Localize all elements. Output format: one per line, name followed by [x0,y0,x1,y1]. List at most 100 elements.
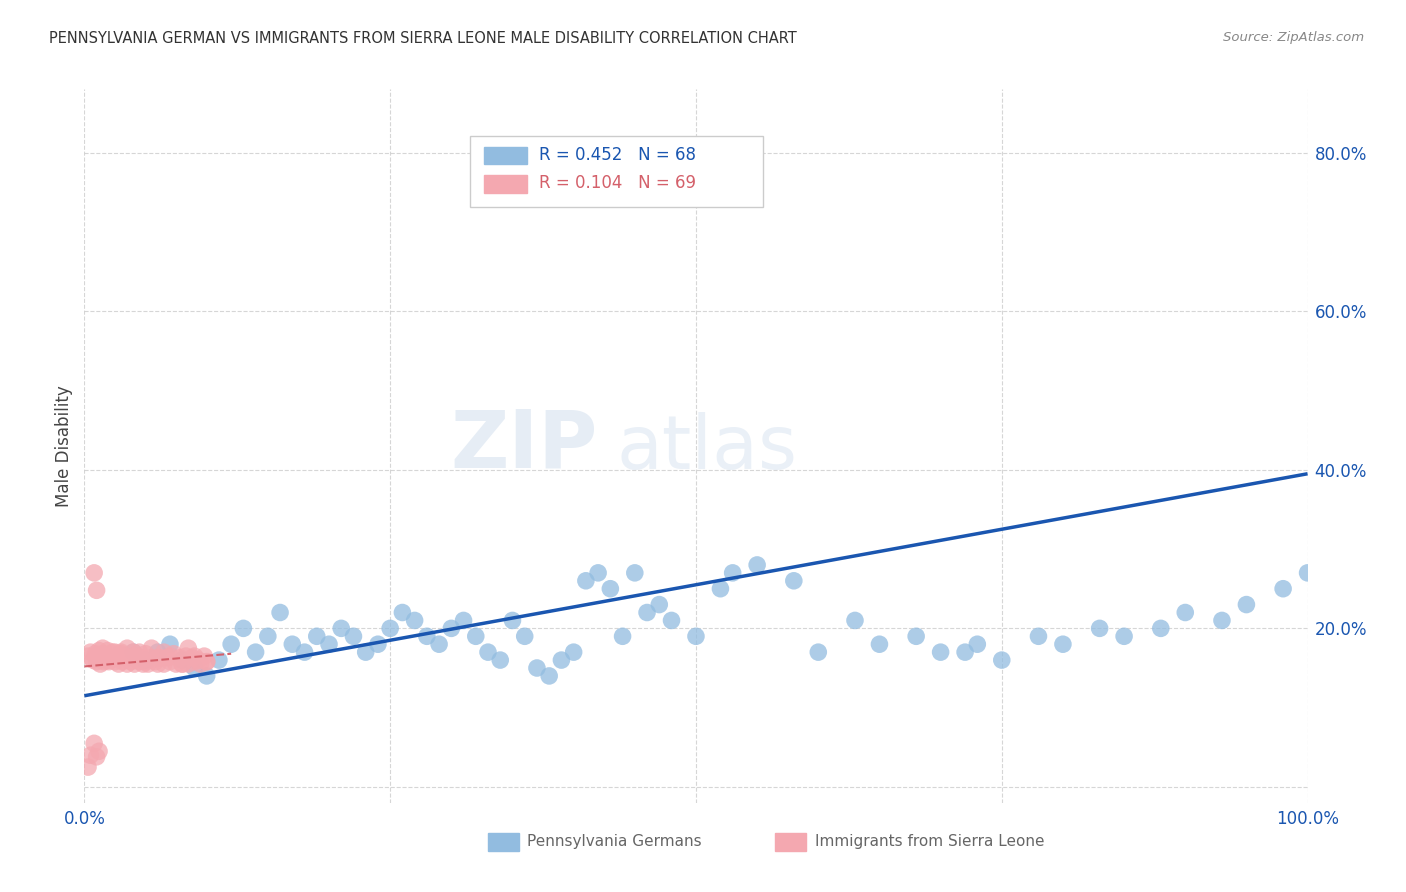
Point [87,650,110,665]
Point [129,650,152,665]
Point [195,655,218,669]
Point [648,598,671,612]
Point [172,657,194,671]
Point [526,661,548,675]
Point [89,657,111,671]
Point [305,629,328,643]
Point [159,655,181,669]
Point [146,645,169,659]
Point [122,649,145,664]
Point [93,655,115,669]
Point [342,629,364,643]
Point [135,653,157,667]
Point [128,655,150,669]
Point [661,614,683,628]
Point [77,649,100,664]
Point [183,661,205,675]
Point [807,645,830,659]
Point [354,645,377,659]
Point [966,637,988,651]
Point [550,653,572,667]
Point [91,641,114,656]
Point [294,645,316,659]
Point [190,657,212,671]
Point [97,643,120,657]
Point [380,621,402,635]
Point [153,645,176,659]
Point [77,760,100,774]
Point [110,647,132,661]
Point [929,645,952,659]
Point [1028,629,1050,643]
Point [135,647,157,661]
Point [87,643,110,657]
Point [502,614,524,628]
Point [122,645,145,659]
Point [195,669,218,683]
Point [330,621,353,635]
Point [1052,637,1074,651]
Point [721,566,744,580]
Point [124,657,146,671]
Point [143,655,166,669]
Text: Immigrants from Sierra Leone: Immigrants from Sierra Leone [814,834,1045,849]
Point [538,669,561,683]
Point [97,655,120,669]
Point [747,558,769,572]
Point [1088,621,1111,635]
Point [82,653,104,667]
Point [187,653,209,667]
Point [159,649,181,664]
Point [156,650,179,665]
Point [257,629,280,643]
Point [477,645,499,659]
Point [107,657,129,671]
FancyBboxPatch shape [470,136,763,207]
Point [146,650,169,665]
Text: Source: ZipAtlas.com: Source: ZipAtlas.com [1223,31,1364,45]
Point [141,641,163,656]
Point [105,650,128,665]
Point [153,657,176,671]
Point [114,649,136,664]
Point [183,649,205,664]
Text: PENNSYLVANIA GERMAN VS IMMIGRANTS FROM SIERRA LEONE MALE DISABILITY CORRELATION : PENNSYLVANIA GERMAN VS IMMIGRANTS FROM S… [49,31,797,46]
Point [79,748,101,763]
Point [177,657,200,671]
Point [269,606,291,620]
Point [86,749,108,764]
Point [104,645,127,659]
Point [869,637,891,651]
Point [783,574,806,588]
Point [281,637,304,651]
Point [100,650,122,665]
Text: Pennsylvania Germans: Pennsylvania Germans [527,834,702,849]
Point [141,650,163,665]
Point [84,647,107,661]
Point [146,657,169,671]
Point [96,649,118,664]
Point [86,649,108,664]
Point [391,606,413,620]
Point [404,614,426,628]
Point [87,744,110,758]
Point [219,637,242,651]
Point [183,655,205,669]
Point [1236,598,1258,612]
Point [636,606,658,620]
Point [120,655,142,669]
Point [135,655,157,669]
Point [1114,629,1136,643]
Point [193,649,215,664]
Point [97,653,120,667]
Text: ZIP: ZIP [451,407,598,485]
Point [110,645,132,659]
Point [91,647,114,661]
Point [513,629,536,643]
Point [163,647,186,661]
Bar [776,833,806,851]
Point [208,653,231,667]
Point [136,657,159,671]
Point [169,650,191,665]
Point [1296,566,1319,580]
